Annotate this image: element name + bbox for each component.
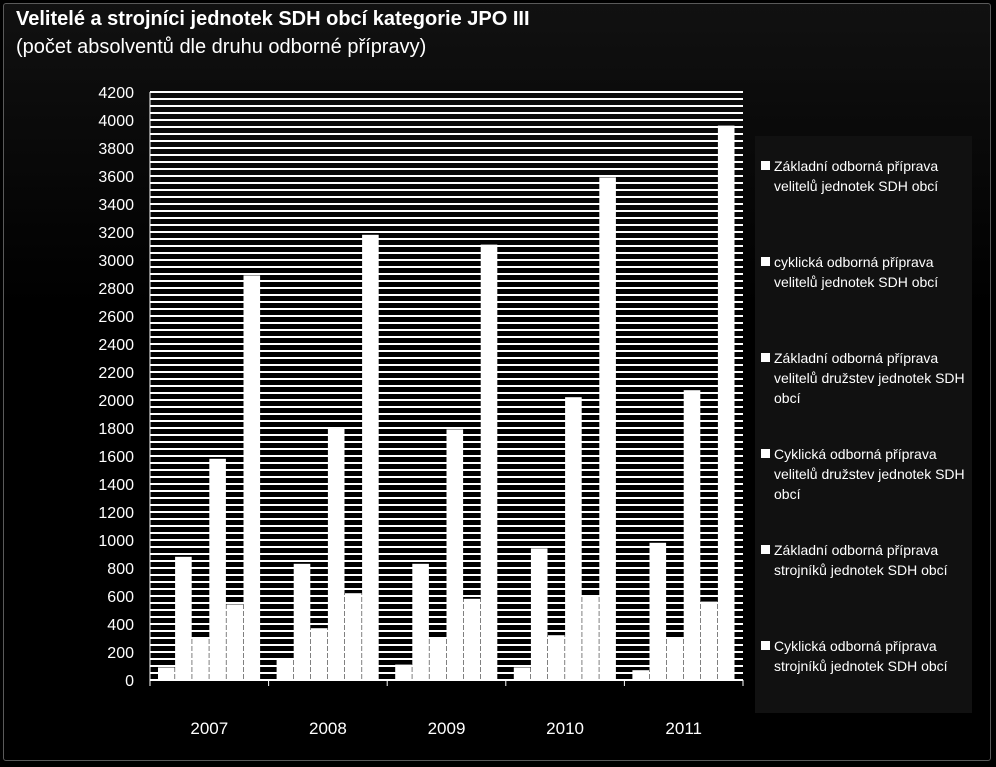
y-tick-label: 800 bbox=[107, 561, 134, 578]
legend-label: Cyklická odborná příprava velitelů družs… bbox=[774, 446, 965, 502]
bar bbox=[683, 390, 701, 680]
bar bbox=[480, 244, 498, 680]
y-tick-label: 400 bbox=[107, 617, 134, 634]
legend-item: cyklická odborná příprava velitelů jedno… bbox=[761, 252, 966, 292]
y-tick-label: 2400 bbox=[98, 337, 134, 354]
y-tick-label: 1800 bbox=[98, 421, 134, 438]
bar bbox=[192, 638, 209, 680]
y-tick-label: 600 bbox=[107, 589, 134, 606]
y-tick-label: 1000 bbox=[98, 533, 134, 550]
legend-item: Základní odborná příprava strojníků jedn… bbox=[761, 540, 966, 580]
y-tick-label: 3000 bbox=[98, 253, 134, 270]
bar bbox=[717, 125, 735, 681]
legend-item: Cyklická odborná příprava velitelů družs… bbox=[761, 444, 966, 504]
legend-swatch bbox=[761, 161, 770, 170]
bar bbox=[327, 428, 345, 680]
bar bbox=[666, 638, 684, 680]
legend-swatch bbox=[761, 545, 770, 554]
bar bbox=[362, 234, 379, 681]
bar bbox=[293, 563, 311, 680]
bar bbox=[599, 177, 616, 680]
bar bbox=[345, 593, 362, 680]
legend-label: Základní odborná příprava velitelů družs… bbox=[774, 350, 965, 406]
x-category-label: 2009 bbox=[428, 719, 466, 738]
bar bbox=[632, 670, 649, 680]
chart-legend: Základní odborná příprava velitelů jedno… bbox=[755, 136, 972, 713]
y-tick-label: 2200 bbox=[98, 365, 134, 382]
legend-item: Základní odborná příprava velitelů jedno… bbox=[761, 156, 966, 196]
y-tick-label: 0 bbox=[125, 673, 134, 690]
x-category-label: 2007 bbox=[190, 719, 228, 738]
legend-label: Základní odborná příprava strojníků jedn… bbox=[774, 542, 948, 578]
bar bbox=[548, 635, 565, 680]
legend-label: Základní odborná příprava velitelů jedno… bbox=[774, 158, 939, 194]
legend-swatch bbox=[761, 449, 770, 458]
legend-swatch bbox=[761, 257, 770, 266]
chart-subtitle: (počet absolventů dle druhu odborné příp… bbox=[16, 36, 427, 58]
y-tick-label: 3600 bbox=[98, 169, 134, 186]
bar bbox=[412, 563, 429, 680]
y-tick-label: 2000 bbox=[98, 393, 134, 410]
y-tick-label: 1400 bbox=[98, 477, 134, 494]
y-tick-label: 3200 bbox=[98, 225, 134, 242]
bar bbox=[158, 667, 175, 680]
y-tick-label: 4000 bbox=[98, 113, 134, 130]
bar bbox=[395, 664, 412, 680]
bar bbox=[513, 667, 531, 680]
bar bbox=[700, 601, 718, 680]
legend-label: cyklická odborná příprava velitelů jedno… bbox=[774, 254, 939, 290]
bar bbox=[530, 548, 548, 680]
x-category-label: 2010 bbox=[546, 719, 584, 738]
bar bbox=[582, 596, 599, 680]
y-tick-label: 200 bbox=[107, 645, 134, 662]
x-category-label: 2011 bbox=[665, 719, 702, 738]
bar bbox=[565, 397, 582, 680]
bar bbox=[175, 556, 192, 680]
bar bbox=[226, 604, 243, 680]
y-tick-label: 2600 bbox=[98, 309, 134, 326]
y-tick-label: 3800 bbox=[98, 141, 134, 158]
y-tick-label: 3400 bbox=[98, 197, 134, 214]
y-tick-label: 1600 bbox=[98, 449, 134, 466]
legend-swatch bbox=[761, 641, 770, 650]
y-tick-label: 4200 bbox=[98, 85, 134, 102]
y-tick-label: 2800 bbox=[98, 281, 134, 298]
bar bbox=[276, 659, 294, 680]
bar bbox=[243, 275, 261, 680]
legend-swatch bbox=[761, 353, 770, 362]
bar bbox=[463, 598, 481, 680]
bar bbox=[310, 628, 328, 680]
y-tick-label: 1200 bbox=[98, 505, 134, 522]
legend-item: Základní odborná příprava velitelů družs… bbox=[761, 348, 966, 408]
chart-title: Velitelé a strojníci jednotek SDH obcí k… bbox=[16, 8, 530, 30]
bar bbox=[649, 542, 667, 680]
x-category-label: 2008 bbox=[309, 719, 347, 738]
bar bbox=[446, 429, 464, 680]
bar bbox=[209, 458, 226, 680]
bar bbox=[429, 638, 446, 680]
legend-label: Cyklická odborná příprava strojníků jedn… bbox=[774, 638, 948, 674]
legend-item: Cyklická odborná příprava strojníků jedn… bbox=[761, 636, 966, 676]
